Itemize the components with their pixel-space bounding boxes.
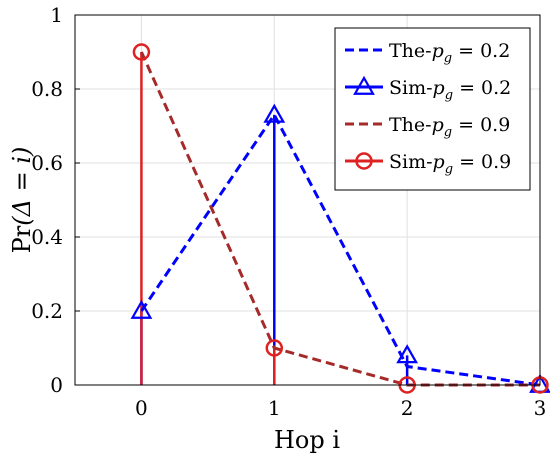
legend-marker xyxy=(355,152,373,170)
data-point-marker xyxy=(130,299,153,319)
plot-frame xyxy=(74,14,541,386)
data-point-marker xyxy=(263,103,286,123)
x-tick-label: 1 xyxy=(268,396,281,420)
series-line-theory xyxy=(140,51,540,387)
x-tick-label: 0 xyxy=(135,396,148,420)
data-point-marker xyxy=(396,344,419,364)
y-axis-label-expr: (Δ = i) xyxy=(8,147,36,226)
legend-entry-label: Sim-pg = 0.2 xyxy=(389,77,511,103)
y-axis-label-prefix: Pr xyxy=(8,225,36,253)
x-axis-label: Hop i xyxy=(274,426,340,454)
data-point-marker xyxy=(132,43,151,61)
y-tick-label: 0.4 xyxy=(31,225,63,249)
legend: The-pg = 0.2 Sim-pg = 0.2 The-pg = 0.9 Sim-… xyxy=(334,27,531,191)
data-point-marker xyxy=(265,339,284,357)
legend-marker xyxy=(353,75,375,95)
y-tick-label: 0.6 xyxy=(31,151,63,175)
legend-entry-label: The-pg = 0.2 xyxy=(389,40,510,66)
y-tick-label: 1 xyxy=(50,3,63,27)
x-tick-label: 2 xyxy=(401,396,414,420)
legend-entry-label: The-pg = 0.9 xyxy=(389,114,510,140)
y-tick-label: 0.8 xyxy=(31,77,63,101)
legend-box xyxy=(334,27,531,191)
y-tick-labels: 0 0.2 0.4 0.6 0.8 1 xyxy=(31,3,63,397)
y-tick-label: 0.2 xyxy=(31,299,63,323)
y-axis-label: Pr(Δ = i) xyxy=(8,147,36,254)
data-layer xyxy=(130,43,550,394)
y-tick-label: 0 xyxy=(50,373,63,397)
x-tick-label: 3 xyxy=(534,396,547,420)
x-tick-labels: 0 1 2 3 xyxy=(135,396,546,420)
legend-entry-label: Sim-pg = 0.9 xyxy=(389,151,511,177)
series-line-theory xyxy=(140,111,541,387)
